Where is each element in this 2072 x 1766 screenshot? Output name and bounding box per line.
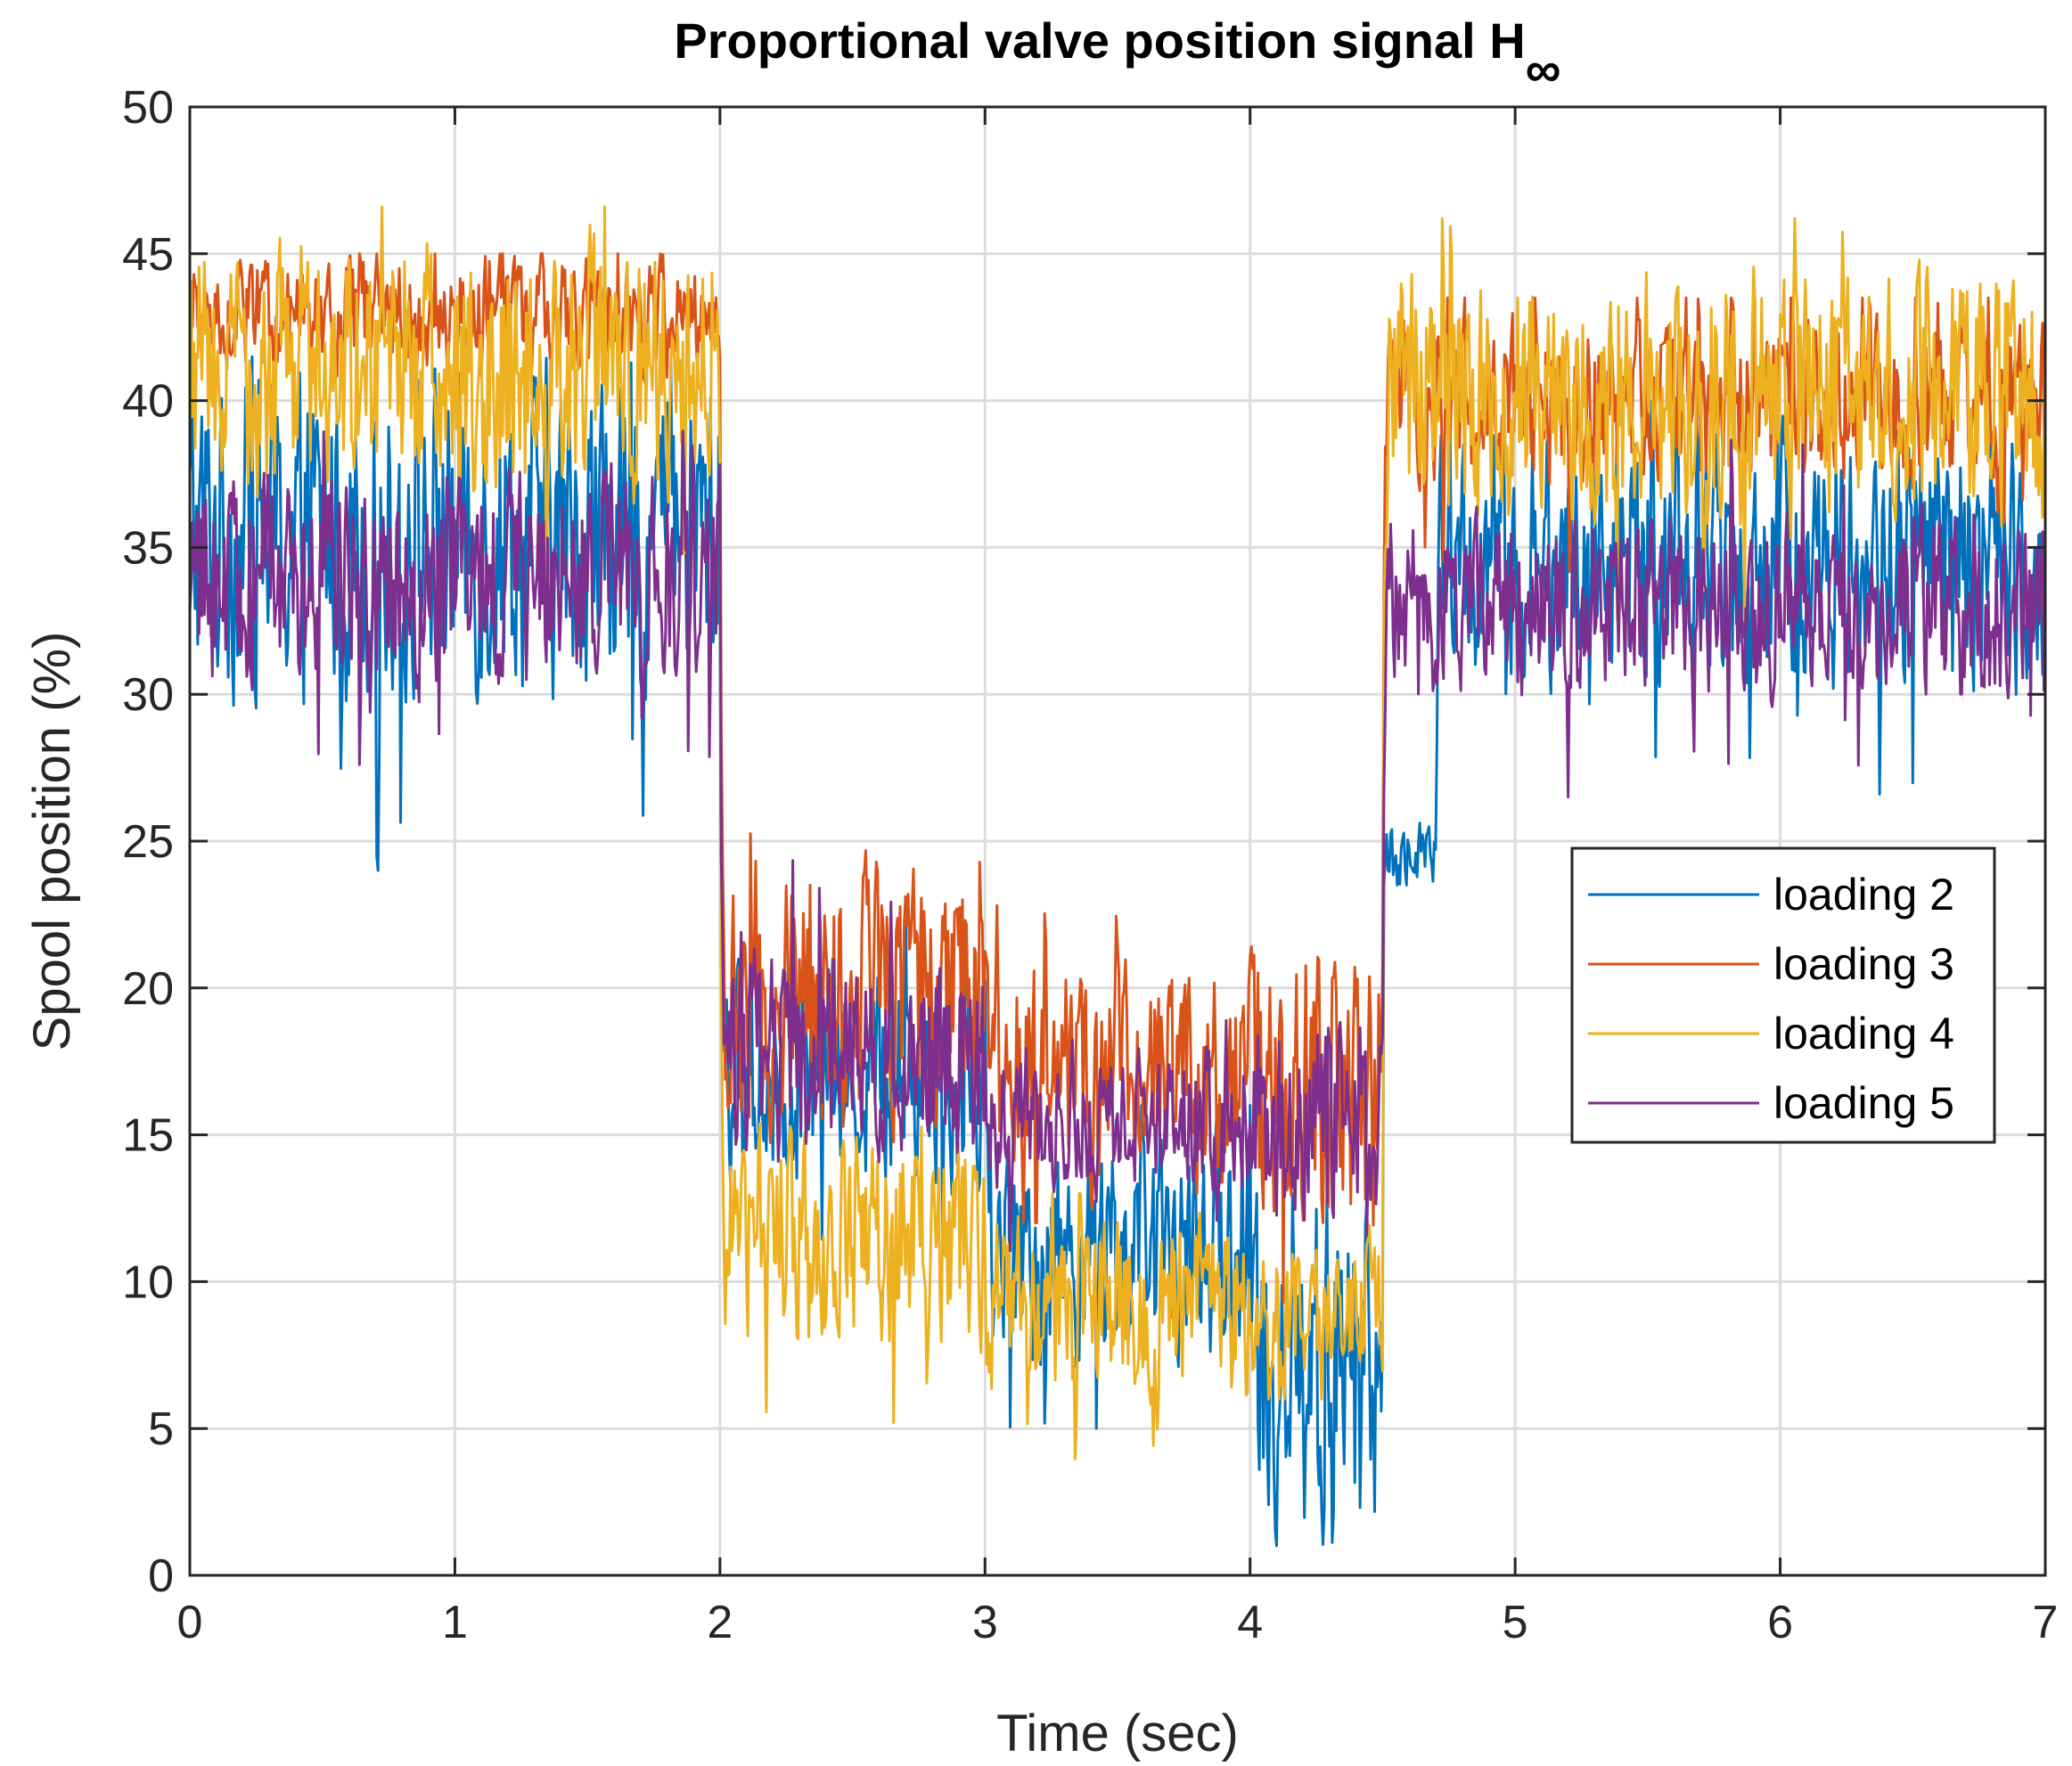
x-tick-label: 5 bbox=[1503, 1597, 1528, 1648]
legend-label: loading 4 bbox=[1773, 1009, 1954, 1059]
x-ticks: 0 1 2 3 4 5 6 7 bbox=[177, 107, 2059, 1648]
legend-label: loading 5 bbox=[1773, 1078, 1954, 1128]
legend: loading 2 loading 3 loading 4 loading 5 bbox=[1570, 846, 1996, 1144]
y-tick-label: 35 bbox=[122, 522, 174, 574]
chart-title-subscript: ∞ bbox=[1526, 41, 1561, 97]
x-tick-label: 4 bbox=[1237, 1597, 1263, 1648]
x-tick-label: 2 bbox=[707, 1597, 733, 1648]
y-tick-label: 30 bbox=[122, 669, 174, 721]
y-tick-label: 40 bbox=[122, 376, 174, 428]
y-ticks: 0 5 10 15 20 25 30 35 40 45 50 bbox=[122, 82, 2045, 1602]
legend-label: loading 3 bbox=[1773, 939, 1954, 989]
y-tick-label: 10 bbox=[122, 1256, 174, 1308]
y-tick-label: 45 bbox=[122, 229, 174, 281]
y-tick-label: 25 bbox=[122, 816, 174, 868]
chart-title: Proportional valve position signal H∞ bbox=[674, 12, 1560, 97]
y-tick-label: 0 bbox=[148, 1550, 174, 1602]
y-tick-label: 5 bbox=[148, 1403, 174, 1455]
x-tick-label: 1 bbox=[442, 1597, 468, 1648]
y-tick-label: 20 bbox=[122, 963, 174, 1015]
x-axis-label: Time (sec) bbox=[996, 1705, 1239, 1762]
plot-area bbox=[188, 205, 2047, 1548]
y-tick-label: 15 bbox=[122, 1110, 174, 1162]
series-line-loading-5 bbox=[188, 429, 2047, 1253]
x-tick-label: 7 bbox=[2033, 1597, 2059, 1648]
y-tick-label: 50 bbox=[122, 82, 174, 134]
y-axis-label: Spool position (%) bbox=[23, 632, 81, 1051]
legend-label: loading 2 bbox=[1773, 870, 1954, 920]
series-line-loading-3 bbox=[188, 252, 2047, 1304]
x-tick-label: 0 bbox=[177, 1597, 203, 1648]
x-tick-label: 3 bbox=[972, 1597, 998, 1648]
x-tick-label: 6 bbox=[1767, 1597, 1793, 1648]
legend-box bbox=[1570, 846, 1996, 1144]
chart-title-main: Proportional valve position signal H bbox=[674, 12, 1525, 69]
series-line-loading-4 bbox=[188, 205, 2047, 1461]
